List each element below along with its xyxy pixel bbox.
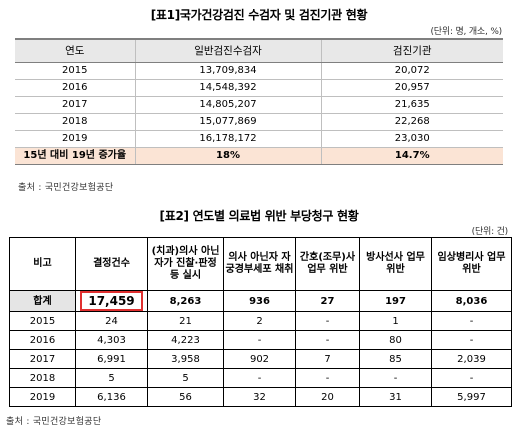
table1-row: 2017 14,805,207 21,635 bbox=[15, 96, 503, 114]
table1-row: 2015 13,709,834 20,072 bbox=[15, 62, 503, 80]
table2-row: 2018 5 5- - - - bbox=[9, 368, 512, 388]
table1-unit: (단위: 명, 개소, %) bbox=[430, 27, 502, 37]
table2-cell-non-doctor-exam: 56 bbox=[147, 387, 224, 407]
table1-cell-examinees: 13,709,834 bbox=[134, 62, 321, 80]
table1-total-row: 15년 대비 19년 증가율 18% 14.7% bbox=[15, 147, 503, 165]
highlighted-total-decisions: 17,459 bbox=[80, 291, 143, 311]
table2-cell-year: 2019 bbox=[9, 387, 76, 407]
table2-row: 2019 6,136 56 32 20 31 5,997 bbox=[9, 387, 512, 407]
table2-cell-nurse-violation: - bbox=[295, 330, 360, 350]
table2-cell-non-doctor-exam: 4,223 bbox=[147, 330, 224, 350]
table2-cell-non-doctor-exam: 3,958 bbox=[147, 349, 224, 369]
table1-row: 2016 14,548,392 20,957 bbox=[15, 79, 503, 97]
table2-header-lab-violation: 임상병리사 업무 위반 bbox=[431, 237, 512, 291]
table2-cell-nurse-violation: - bbox=[295, 311, 360, 331]
table1-row: 2019 16,178,172 23,030 bbox=[15, 130, 503, 148]
table2-sum-non-doctor-exam: 8,263 bbox=[147, 290, 224, 312]
table2-cell-decisions: 6,136 bbox=[75, 387, 148, 407]
table2-cell-year: 2018 bbox=[9, 368, 76, 388]
table1: 연도 일반검진수검자 검진기관 2015 13,709,834 20,072 2016… bbox=[15, 38, 503, 165]
table2-cell-non-doctor-exam: 5 bbox=[147, 368, 224, 388]
table1-total-institutions: 14.7% bbox=[320, 147, 503, 165]
table2-cell-radiologist-violation: 80 bbox=[359, 330, 432, 350]
table2-title: [표2] 연도별 의료법 위반 부당청구 현황 bbox=[159, 209, 359, 223]
table2-cell-cervical-sampling: - bbox=[223, 368, 296, 388]
table2-cell-year: 2017 bbox=[9, 349, 76, 369]
table2-header-cervical-sampling: 의사 아닌자 자궁경부세포 채취 bbox=[223, 237, 296, 291]
table2-sum-radiologist-violation: 197 bbox=[359, 290, 432, 312]
table1-cell-examinees: 15,077,869 bbox=[134, 113, 321, 131]
table2-header-note: 비고 bbox=[9, 237, 76, 291]
table2: 비고 결정건수 (치과)의사 아닌 자가 진찰·판정 등 실시 의사 아닌자 자궁경부… bbox=[9, 237, 512, 407]
table2-sum-label: 합계 bbox=[9, 290, 76, 312]
table2-cell-cervical-sampling: 2 bbox=[223, 311, 296, 331]
table2-header-non-doctor-exam: (치과)의사 아닌 자가 진찰·판정 등 실시 bbox=[147, 237, 224, 291]
table2-cell-radiologist-violation: 1 bbox=[359, 311, 432, 331]
table1-cell-year: 2016 bbox=[15, 79, 135, 97]
table2-cell-lab-violation: - bbox=[431, 330, 512, 350]
table2-cell-decisions: 5 bbox=[75, 368, 148, 388]
table2-cell-cervical-sampling: - bbox=[223, 330, 296, 350]
table2-cell-lab-violation: - bbox=[431, 368, 512, 388]
table2-header-decisions: 결정건수 bbox=[75, 237, 148, 291]
table1-total-examinees: 18% bbox=[134, 147, 321, 165]
table2-sum-decisions: 17,459 bbox=[75, 290, 148, 312]
table1-cell-year: 2015 bbox=[15, 62, 135, 80]
table2-header-row: 비고 결정건수 (치과)의사 아닌 자가 진찰·판정 등 실시 의사 아닌자 자궁경부… bbox=[9, 237, 512, 291]
table1-cell-institutions: 23,030 bbox=[320, 130, 503, 148]
table2-sum-nurse-violation: 27 bbox=[295, 290, 360, 312]
table1-header-examinees: 일반검진수검자 bbox=[134, 38, 321, 63]
table2-cell-lab-violation: 2,039 bbox=[431, 349, 512, 369]
table1-header-year: 연도 bbox=[15, 38, 135, 63]
table1-header-row: 연도 일반검진수검자 검진기관 bbox=[15, 38, 503, 63]
table1-cell-year: 2017 bbox=[15, 96, 135, 114]
table2-unit: (단위: 건) bbox=[471, 227, 509, 237]
table2-sum-row: 합계 17,459 8,263 936 27 197 8,036 bbox=[9, 290, 512, 312]
table2-cell-decisions: 24 bbox=[75, 311, 148, 331]
table1-cell-institutions: 22,268 bbox=[320, 113, 503, 131]
table1-cell-institutions: 20,072 bbox=[320, 62, 503, 80]
table2-cell-decisions: 4,303 bbox=[75, 330, 148, 350]
table1-cell-examinees: 14,548,392 bbox=[134, 79, 321, 97]
table1-title: [표1]국가건강검진 수검자 및 검진기관 현황 bbox=[150, 8, 368, 22]
table2-header-nurse-violation: 간호(조무)사 업무 위반 bbox=[295, 237, 360, 291]
table2-cell-radiologist-violation: 85 bbox=[359, 349, 432, 369]
table1-row: 2018 15,077,869 22,268 bbox=[15, 113, 503, 131]
table2-cell-year: 2016 bbox=[9, 330, 76, 350]
table2-row: 2015 24 21 2-1- bbox=[9, 311, 512, 331]
table2-cell-nurse-violation: 7 bbox=[295, 349, 360, 369]
table2-cell-nurse-violation: - bbox=[295, 368, 360, 388]
table2-header-radiologist-violation: 방사선사 업무 위반 bbox=[359, 237, 432, 291]
table2-row: 2016 4,303 4,223- -80- bbox=[9, 330, 512, 350]
table1-total-label: 15년 대비 19년 증가율 bbox=[15, 147, 135, 165]
table2-cell-year: 2015 bbox=[9, 311, 76, 331]
table1-header-institutions: 검진기관 bbox=[320, 38, 503, 63]
table1-source: 출처 : 국민건강보험공단 bbox=[18, 183, 114, 193]
table2-cell-nurse-violation: 20 bbox=[295, 387, 360, 407]
table2-row: 2017 6,991 3,958 902 7 85 2,039 bbox=[9, 349, 512, 369]
table1-cell-institutions: 20,957 bbox=[320, 79, 503, 97]
table1-cell-examinees: 16,178,172 bbox=[134, 130, 321, 148]
table1-cell-year: 2019 bbox=[15, 130, 135, 148]
table2-cell-non-doctor-exam: 21 bbox=[147, 311, 224, 331]
table1-cell-institutions: 21,635 bbox=[320, 96, 503, 114]
table1-cell-examinees: 14,805,207 bbox=[134, 96, 321, 114]
table2-cell-lab-violation: 5,997 bbox=[431, 387, 512, 407]
table2-cell-lab-violation: - bbox=[431, 311, 512, 331]
table2-cell-cervical-sampling: 902 bbox=[223, 349, 296, 369]
table1-cell-year: 2018 bbox=[15, 113, 135, 131]
table2-cell-radiologist-violation: 31 bbox=[359, 387, 432, 407]
table2-cell-radiologist-violation: - bbox=[359, 368, 432, 388]
table2-cell-decisions: 6,991 bbox=[75, 349, 148, 369]
table2-cell-cervical-sampling: 32 bbox=[223, 387, 296, 407]
table2-sum-lab-violation: 8,036 bbox=[431, 290, 512, 312]
table2-sum-cervical-sampling: 936 bbox=[223, 290, 296, 312]
table2-source: 출처 : 국민건강보험공단 bbox=[6, 417, 102, 427]
